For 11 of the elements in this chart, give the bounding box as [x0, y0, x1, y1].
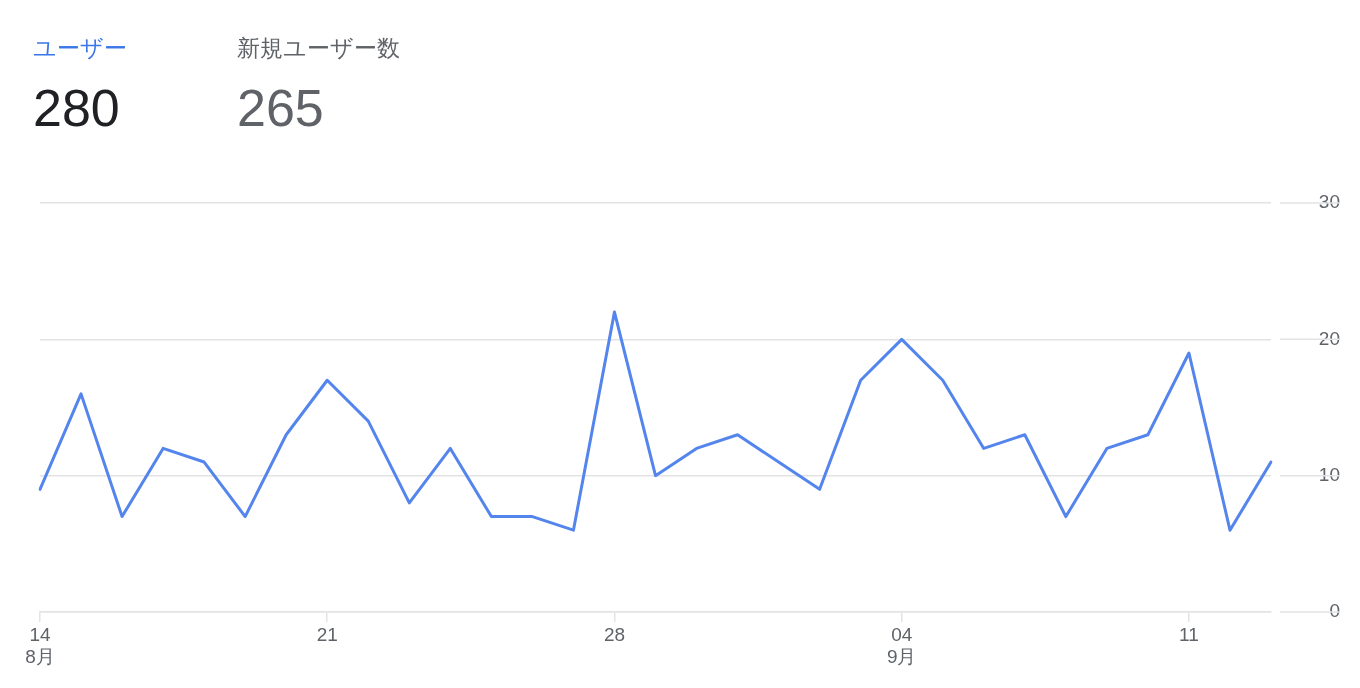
x-tick-label: 04 9月: [886, 623, 917, 668]
x-tick-label: 11: [1179, 623, 1199, 645]
text: 新規ユーザー数: [237, 35, 400, 61]
text: 280: [33, 79, 120, 137]
text: ユーザー: [33, 35, 127, 61]
x-tick-label: 14 8月: [25, 623, 55, 668]
text: 265: [237, 79, 324, 137]
y-tick-label: 0: [1329, 600, 1340, 622]
x-tick-label: 21: [316, 623, 338, 645]
y-tick-label: 30: [1318, 191, 1340, 213]
x-tick-label: 28: [603, 623, 626, 645]
